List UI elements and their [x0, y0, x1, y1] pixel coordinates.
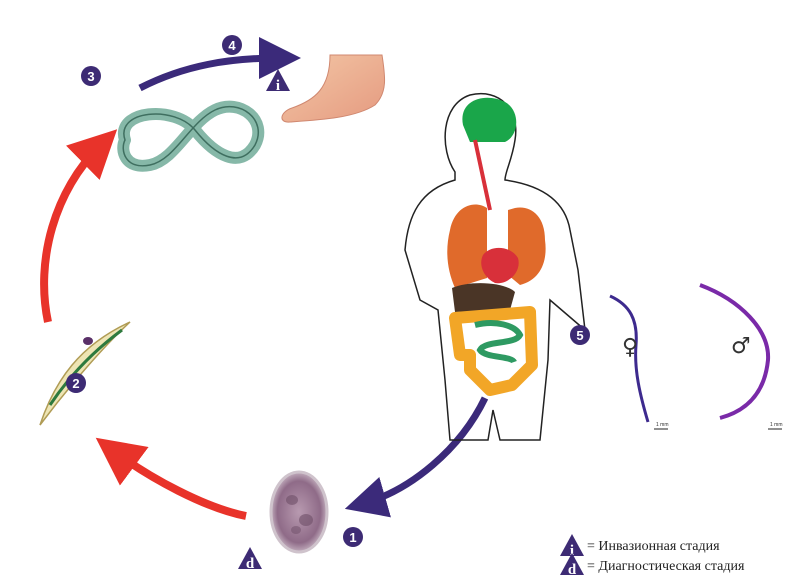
svg-text:i: i	[570, 543, 574, 559]
legend-infective-icon: i	[560, 534, 584, 559]
egg-image	[269, 470, 329, 554]
male-symbol: ♂	[731, 334, 751, 359]
liver-shape	[452, 283, 515, 312]
svg-text:i: i	[276, 78, 280, 94]
foot-image	[281, 54, 386, 123]
svg-text:d: d	[246, 556, 255, 572]
legend: i = Инвазионная стадия d = Диагностическ…	[560, 534, 745, 578]
legend-infective-text: = Инвазионная стадия	[587, 539, 720, 554]
arrow-filariform-to-skin	[138, 37, 301, 92]
scale-label-male: 1 mm	[770, 422, 783, 428]
heart-shape	[481, 247, 519, 284]
arrow-host-to-egg	[344, 396, 489, 518]
svg-text:4: 4	[228, 38, 236, 53]
diagnostic-stage-marker: d	[238, 547, 262, 572]
svg-text:d: d	[568, 562, 577, 578]
adult-male-worm	[699, 283, 771, 420]
svg-text:2: 2	[72, 376, 79, 391]
infective-stage-marker: i	[266, 69, 290, 94]
brain-shape	[462, 97, 517, 142]
arrow-egg-to-larva	[95, 437, 247, 520]
stage-badge-4: 4	[222, 35, 242, 55]
adult-female-worm	[609, 294, 650, 423]
stage-badge-3: 3	[81, 66, 101, 86]
filariform-larva-image	[117, 100, 265, 172]
legend-diagnostic-text: = Диагностическая стадия	[587, 559, 745, 574]
small-intestine-shape	[474, 320, 524, 365]
scale-label-female: 1 mm	[656, 422, 669, 428]
rhabditiform-larva-image	[39, 321, 131, 426]
stage-badge-2: 2	[66, 373, 86, 393]
stage-badge-5: 5	[570, 325, 590, 345]
svg-text:3: 3	[87, 69, 94, 84]
stage-badge-1: 1	[343, 527, 363, 547]
colon-shape	[449, 306, 538, 396]
svg-text:5: 5	[576, 328, 583, 343]
svg-text:1: 1	[349, 530, 356, 545]
legend-diagnostic-icon: d	[560, 553, 584, 578]
female-symbol: ♀	[622, 335, 638, 360]
arrow-larva-to-filariform	[40, 129, 118, 323]
lungs-shape	[447, 204, 487, 288]
human-host-illustration	[404, 92, 586, 441]
